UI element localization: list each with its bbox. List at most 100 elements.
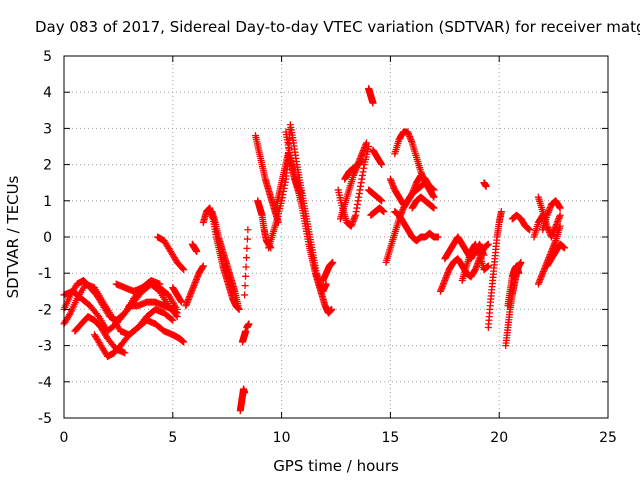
- data-track: [238, 327, 250, 346]
- axis-ticks: 0 5 10 15 20 25 -5 -4 -3 -2 -1 0 1 2 3 4 5: [38, 49, 617, 446]
- data-point: [426, 182, 434, 190]
- data-point: [556, 204, 564, 212]
- data-track: [188, 240, 201, 255]
- data-point: [358, 157, 366, 165]
- data-track: [391, 208, 442, 245]
- data-track: [367, 204, 388, 219]
- data-track: [90, 316, 188, 360]
- data-point: [526, 226, 534, 234]
- data-track: [408, 193, 438, 212]
- data-point: [369, 99, 377, 107]
- data-point: [168, 315, 176, 323]
- data-points: [60, 85, 568, 415]
- data-point: [556, 211, 564, 219]
- data-track: [182, 262, 207, 310]
- data-track: [243, 320, 253, 331]
- data-point: [180, 338, 188, 346]
- data-track: [504, 262, 523, 310]
- y-tick-label: 4: [43, 85, 52, 101]
- data-point: [297, 190, 305, 198]
- data-track: [271, 150, 305, 216]
- data-track: [112, 276, 164, 295]
- y-tick-label: 1: [43, 194, 52, 210]
- y-tick-label: 2: [43, 158, 52, 174]
- x-tick-label: 15: [381, 430, 399, 446]
- data-track: [480, 179, 490, 190]
- data-point: [378, 197, 386, 205]
- data-point: [243, 244, 251, 252]
- data-point: [242, 272, 250, 280]
- data-point: [245, 320, 253, 328]
- data-point: [434, 233, 442, 241]
- data-point: [515, 269, 523, 277]
- chart-title: Day 083 of 2017, Sidereal Day-to-day VTE…: [35, 18, 640, 36]
- data-point: [169, 316, 177, 324]
- data-point: [378, 161, 386, 169]
- y-tick-label: -4: [38, 375, 52, 391]
- data-point: [497, 208, 505, 216]
- data-point: [517, 258, 525, 266]
- data-point: [362, 139, 370, 147]
- data-point: [380, 208, 388, 216]
- x-tick-label: 5: [168, 430, 177, 446]
- data-point: [322, 280, 330, 288]
- y-tick-label: 3: [43, 121, 52, 137]
- data-track: [125, 298, 181, 317]
- data-track: [365, 85, 377, 107]
- data-point: [121, 349, 129, 357]
- y-tick-label: -5: [38, 411, 52, 427]
- grid-lines: [64, 56, 608, 418]
- data-track: [369, 146, 386, 169]
- data-point: [241, 389, 249, 397]
- data-point: [244, 226, 252, 234]
- data-track: [386, 171, 434, 208]
- data-track: [169, 284, 186, 306]
- data-point: [242, 254, 250, 262]
- data-point: [539, 211, 547, 219]
- data-point: [173, 309, 181, 317]
- y-tick-label: -1: [38, 266, 52, 282]
- data-point: [328, 305, 336, 313]
- data-track: [508, 211, 534, 234]
- data-track: [336, 139, 370, 223]
- x-axis-label: GPS time / hours: [273, 457, 399, 475]
- data-track: [236, 385, 249, 415]
- data-point: [179, 265, 187, 273]
- data-point: [94, 311, 102, 319]
- data-point: [482, 182, 490, 190]
- data-track: [71, 313, 129, 357]
- data-track: [154, 233, 188, 274]
- data-point: [560, 244, 568, 252]
- y-axis-label: SDTVAR / TECUs: [4, 175, 22, 298]
- data-point: [243, 235, 251, 243]
- data-track: [458, 240, 492, 284]
- x-tick-label: 20: [490, 430, 508, 446]
- data-track: [60, 276, 181, 324]
- data-point: [66, 311, 74, 319]
- data-track: [530, 211, 547, 241]
- data-track: [208, 208, 242, 310]
- data-point: [199, 262, 207, 270]
- x-tick-label: 0: [60, 430, 69, 446]
- data-point: [430, 193, 438, 201]
- data-point: [234, 302, 242, 310]
- y-tick-label: 5: [43, 49, 52, 65]
- data-track: [241, 226, 252, 299]
- data-point: [484, 262, 492, 270]
- data-point: [329, 258, 337, 266]
- data-point: [241, 282, 249, 290]
- x-tick-label: 25: [599, 430, 617, 446]
- data-point: [430, 204, 438, 212]
- data-point: [235, 305, 243, 313]
- x-tick-label: 10: [273, 430, 291, 446]
- data-track: [319, 258, 337, 284]
- data-track: [365, 186, 386, 205]
- data-point: [180, 266, 188, 274]
- data-point: [193, 247, 201, 255]
- data-point: [156, 280, 164, 288]
- data-point: [242, 263, 250, 271]
- y-tick-label: -3: [38, 339, 52, 355]
- y-tick-label: 0: [43, 230, 52, 246]
- data-point: [484, 240, 492, 248]
